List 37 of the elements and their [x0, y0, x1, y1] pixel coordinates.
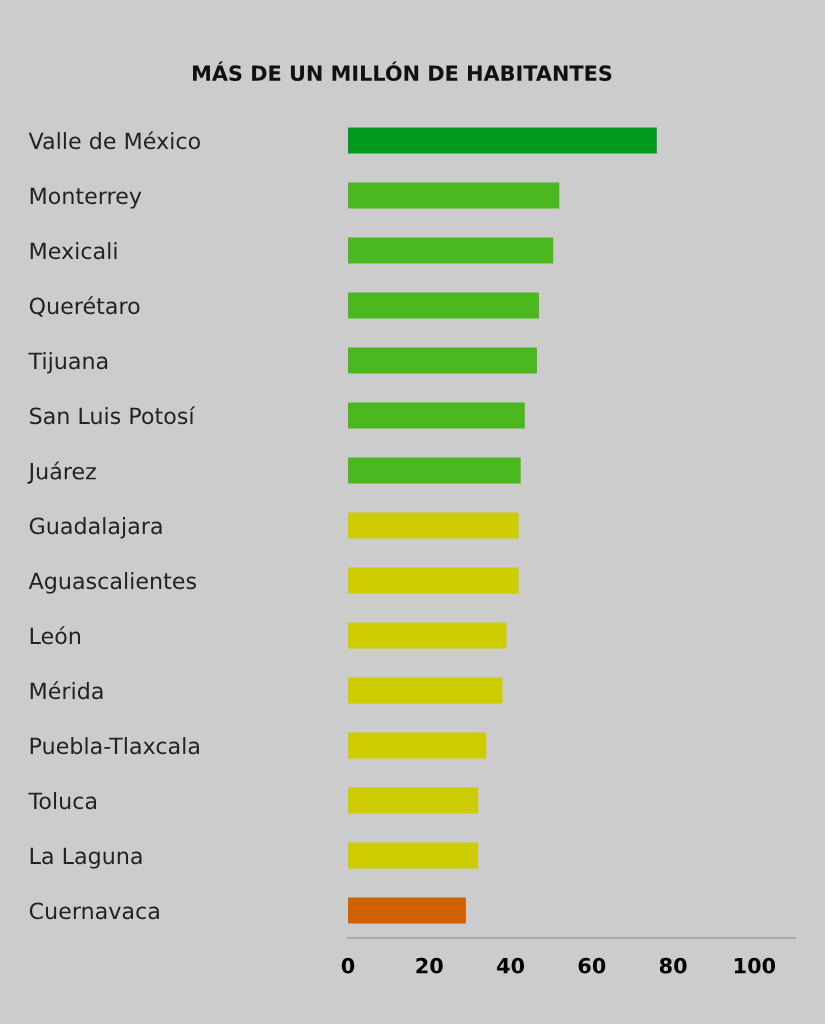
y-tick-label: Guadalajara: [29, 517, 162, 539]
bar: [348, 622, 507, 649]
y-tick-label: Toluca: [28, 792, 97, 810]
bar: [348, 182, 560, 209]
y-tick-label: Juárez: [27, 461, 96, 484]
bar: [348, 457, 521, 484]
y-tick-label: Tijuana: [28, 352, 108, 374]
y-tick-label: Valle de México: [28, 131, 200, 150]
y-tick-label: Cuernavaca: [29, 902, 159, 920]
y-tick-label: Mérida: [30, 681, 103, 700]
bar: [348, 897, 466, 924]
chart-title: MÁS DE UN MILLÓN DE HABITANTES: [193, 61, 612, 82]
y-tick-label: León: [30, 626, 81, 645]
y-tick-label: La Laguna: [30, 847, 142, 869]
bar: [348, 567, 519, 594]
x-tick-label: 40: [496, 957, 525, 974]
x-tick-label: 80: [659, 957, 687, 974]
y-tick-label: Puebla-Tlaxcala: [30, 737, 199, 755]
bar: [348, 787, 479, 814]
bar: [348, 127, 657, 154]
bar: [348, 677, 503, 704]
y-tick-label: Aguascalientes: [28, 572, 196, 594]
y-tick-label: Querétaro: [29, 296, 140, 317]
x-tick-label: 0: [341, 957, 355, 974]
bar: [348, 347, 537, 374]
bar: [348, 512, 519, 539]
bar: [348, 842, 479, 869]
bar: [348, 292, 539, 319]
y-tick-label: San Luis Potosí: [30, 406, 196, 425]
x-tick-label: 100: [734, 957, 776, 974]
x-tick-label: 20: [416, 957, 443, 974]
x-tick-label: 60: [578, 957, 606, 974]
bar: [348, 237, 554, 264]
y-tick-label: Mexicali: [30, 242, 117, 260]
bar: [348, 402, 525, 429]
y-tick-label: Monterrey: [30, 187, 142, 209]
bar: [348, 732, 487, 759]
